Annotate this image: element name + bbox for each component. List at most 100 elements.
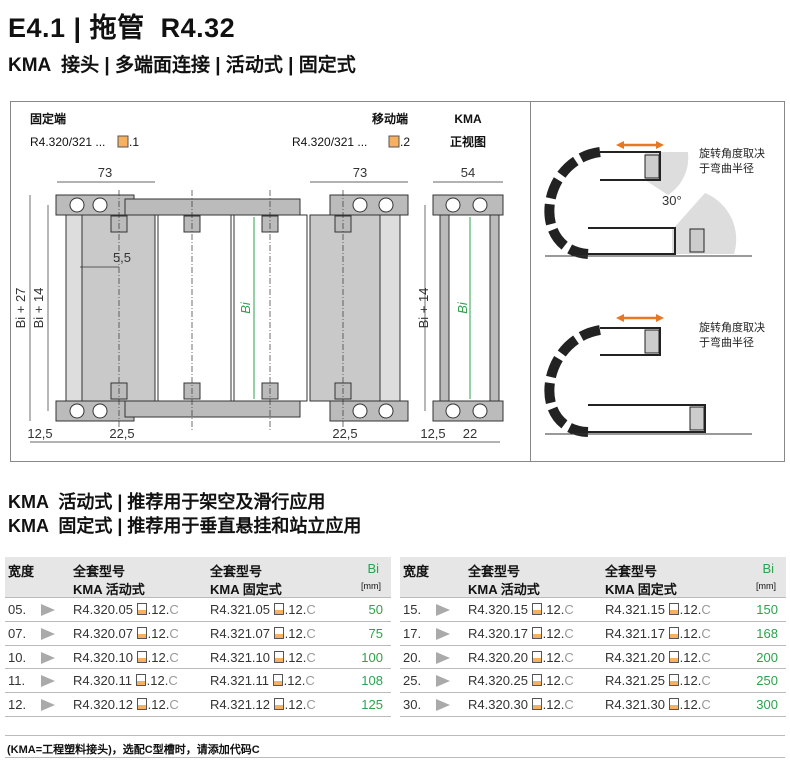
fixed-end-suffix: .1	[129, 135, 139, 149]
width-code: 12.	[8, 697, 27, 713]
bi-value: 168	[756, 625, 778, 641]
arrow-icon	[41, 699, 55, 712]
bi-value: 108	[361, 673, 383, 689]
arrow-icon	[41, 627, 55, 640]
moving-end-code: R4.320/321 ...	[292, 135, 367, 149]
rotation-note-top-2: 于弯曲半径	[699, 161, 754, 175]
product-table-right: 宽度 全套型号 KMA 活动式 全套型号 KMA 固定式 Bi [mm] 15. R4.320.…	[400, 557, 786, 717]
moving-part-no: R4.320.15 .12.C	[468, 602, 574, 617]
width-code: 05.	[8, 602, 27, 617]
box-icon	[668, 698, 679, 711]
box-icon	[531, 698, 542, 711]
table-row: 20. R4.320.20 .12.C R4.321.20 .12.C 200	[400, 646, 786, 670]
box-icon	[668, 674, 679, 687]
arrow-icon	[436, 604, 450, 616]
width-code: 20.	[403, 649, 422, 665]
moving-part-no: R4.320.30 .12.C	[468, 697, 574, 713]
arrow-icon	[436, 699, 450, 712]
moving-part-no: R4.320.17 .12.C	[468, 625, 574, 641]
col-moving-header: 全套型号	[468, 564, 521, 579]
page-subtitle: KMA 接头 | 多端面连接 | 活动式 | 固定式	[8, 55, 356, 76]
box-icon	[272, 674, 283, 687]
moving-part-no: R4.320.07 .12.C	[73, 625, 179, 641]
table-row: 17. R4.320.17 .12.C R4.321.17 .12.C 168	[400, 622, 786, 646]
dim-22: 22	[463, 426, 477, 441]
drawing-frame	[10, 101, 785, 462]
rotation-note-bottom-2: 于弯曲半径	[699, 335, 754, 349]
chain-bend-diagram-top: 30°	[544, 141, 752, 259]
bi-value: 150	[756, 602, 778, 617]
col-bi-unit: [mm]	[756, 581, 776, 591]
arrow-icon	[436, 651, 450, 664]
box-icon	[117, 135, 129, 148]
width-code: 25.	[403, 673, 422, 689]
fixed-part-no: R4.321.11 .12.C	[210, 673, 315, 689]
dim-bi-27: Bi + 27	[13, 288, 28, 329]
section-heading-fixed: KMA 固定式 | 推荐用于垂直悬挂和站立应用	[8, 516, 362, 536]
col-moving-header: 全套型号	[73, 564, 126, 579]
bi-value: 100	[361, 649, 383, 665]
table-row: 11. R4.320.11 .12.C R4.321.11 .12.C 108	[5, 669, 391, 694]
dim-22-5-left: 22,5	[109, 426, 134, 441]
rotation-note-bottom-1: 旋转角度取决	[699, 320, 765, 334]
moving-end-label: 移动端	[372, 111, 408, 126]
bi-value: 250	[756, 673, 778, 689]
chain-bend-diagram-bottom	[544, 314, 752, 437]
box-icon	[273, 650, 284, 663]
fixed-end-code: R4.320/321 ...	[30, 135, 105, 149]
fixed-part-no: R4.321.10 .12.C	[210, 649, 316, 665]
dim-12-5-left: 12,5	[27, 426, 52, 441]
arrow-icon	[41, 604, 55, 616]
dim-73-left: 73	[98, 165, 112, 180]
dim-12-5-right: 12,5	[420, 426, 445, 441]
width-code: 15.	[403, 602, 422, 617]
box-icon	[135, 674, 146, 687]
fixed-part-no: R4.321.12 .12.C	[210, 697, 316, 713]
box-icon	[273, 603, 284, 615]
box-icon	[531, 603, 542, 615]
col-bi-unit: [mm]	[361, 581, 381, 591]
arrow-icon	[436, 627, 450, 640]
technical-drawing: 固定端 R4.320/321 ... .1 移动端 R4.320/321 ...…	[13, 111, 765, 443]
angle-label: 30°	[662, 193, 682, 208]
front-view-label: 正视图	[450, 134, 486, 149]
table-row: 25. R4.320.25 .12.C R4.321.25 .12.C 250	[400, 669, 786, 694]
bi-value: 75	[368, 625, 383, 641]
moving-part-no: R4.320.20 .12.C	[468, 649, 574, 665]
fixed-part-no: R4.321.30 .12.C	[605, 697, 711, 713]
footnote: (KMA=工程塑料接头)，选配C型槽时，请添加代码C	[5, 735, 785, 758]
box-icon	[531, 674, 542, 687]
fixed-part-no: R4.321.05 .12.C	[210, 602, 316, 617]
moving-part-no: R4.320.11 .12.C	[73, 673, 178, 689]
section-heading-moving: KMA 活动式 | 推荐用于架空及滑行应用	[8, 492, 326, 512]
moving-part-no: R4.320.10 .12.C	[73, 649, 179, 665]
moving-end-suffix: .2	[400, 135, 410, 149]
bi-value: 125	[361, 697, 383, 713]
dim-bi-14: Bi + 14	[31, 288, 46, 329]
table-row: 05. R4.320.05 .12.C R4.321.05 .12.C 50	[5, 598, 391, 622]
fixed-end-label: 固定端	[30, 111, 66, 126]
width-code: 11.	[8, 673, 26, 689]
drawing-divider	[530, 101, 531, 462]
bi-value: 200	[756, 649, 778, 665]
width-code: 30.	[403, 697, 422, 713]
bi-value: 300	[756, 697, 778, 713]
chain-front-view	[432, 194, 504, 422]
col-bi-header: Bi	[762, 561, 774, 576]
fixed-part-no: R4.321.25 .12.C	[605, 673, 711, 689]
col-width-header: 宽度	[403, 564, 430, 579]
page-title: E4.1 | 拖管 R4.32	[8, 13, 236, 43]
box-icon	[136, 626, 147, 639]
box-icon	[273, 698, 284, 711]
table-row: 07. R4.320.07 .12.C R4.321.07 .12.C 75	[5, 622, 391, 646]
bi-dimension-lines	[253, 217, 471, 399]
fixed-part-no: R4.321.20 .12.C	[605, 649, 711, 665]
width-code: 17.	[403, 625, 422, 641]
rotation-note-top-1: 旋转角度取决	[699, 146, 765, 160]
chain-plan-view	[55, 190, 409, 430]
arrow-icon	[41, 651, 55, 664]
moving-part-no: R4.320.12 .12.C	[73, 697, 179, 713]
dim-bi-14-front: Bi + 14	[416, 288, 431, 329]
box-icon	[668, 626, 679, 639]
moving-part-no: R4.320.05 .12.C	[73, 602, 179, 617]
